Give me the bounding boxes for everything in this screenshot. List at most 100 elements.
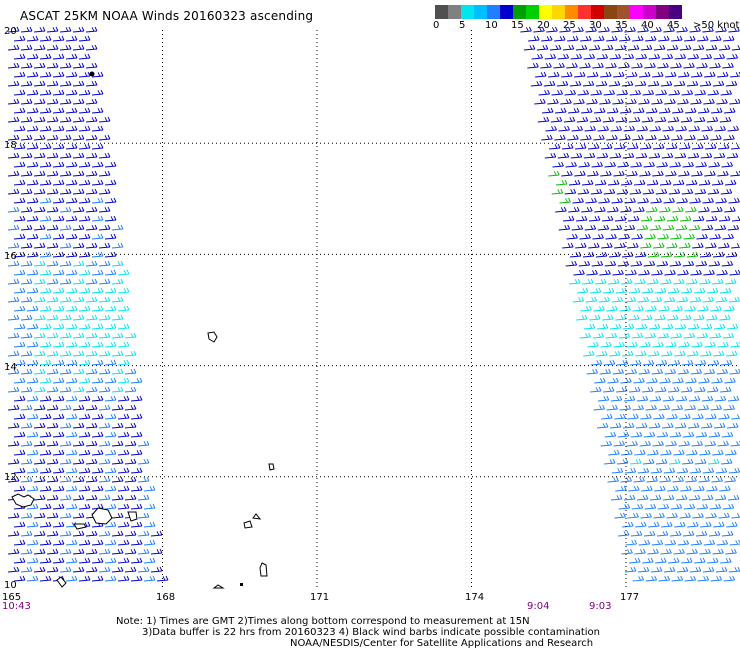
wind-barb <box>641 485 653 492</box>
wind-barb <box>78 395 91 402</box>
wind-barb <box>709 332 722 339</box>
wind-barb <box>65 467 78 474</box>
wind-barb <box>665 71 677 78</box>
wind-barb <box>639 170 651 177</box>
wind-barb <box>52 431 65 438</box>
wind-barb <box>622 53 635 60</box>
wind-barb <box>681 557 693 564</box>
colorbar-segment <box>578 5 591 19</box>
wind-barb <box>596 53 609 60</box>
wind-barb <box>585 296 598 303</box>
colorbar-segment <box>643 5 656 19</box>
wind-barb <box>91 377 104 384</box>
wind-barb <box>59 44 72 51</box>
wind-barb <box>33 458 46 465</box>
wind-barb <box>591 161 603 168</box>
wind-barb <box>13 233 26 240</box>
wind-barb <box>98 314 111 321</box>
lon-label-174: 174 <box>465 592 485 603</box>
wind-barb <box>72 512 85 519</box>
wind-barb <box>707 386 719 393</box>
wind-barb <box>728 296 740 303</box>
wind-barb <box>570 152 583 159</box>
wind-barb <box>554 35 566 42</box>
wind-barb <box>111 530 124 537</box>
wind-barb <box>702 467 715 474</box>
wind-barb <box>33 422 46 429</box>
wind-barb <box>603 386 615 393</box>
wind-barb <box>569 251 582 258</box>
wind-barb <box>708 530 721 537</box>
wind-barb <box>601 413 613 420</box>
wind-barb <box>59 548 72 555</box>
wind-barb <box>720 89 732 96</box>
wind-barb <box>104 485 117 492</box>
wind-barb <box>620 179 633 186</box>
wind-barb <box>669 530 682 537</box>
wind-barb <box>558 125 570 132</box>
wind-barb <box>65 53 78 60</box>
colorbar-segment <box>526 5 539 19</box>
wind-barb <box>91 467 104 474</box>
wind-barb <box>545 125 557 132</box>
wind-barb <box>726 53 739 60</box>
wind-barb <box>694 458 707 465</box>
wind-barb <box>607 179 620 186</box>
wind-barb <box>117 521 130 528</box>
wind-barb <box>59 134 72 141</box>
wind-barb <box>553 62 565 69</box>
wind-barb <box>581 206 593 213</box>
wind-barb <box>652 170 664 177</box>
wind-barb <box>597 224 610 231</box>
colorbar-label: >50 knots <box>693 20 740 31</box>
wind-barb <box>626 341 638 348</box>
wind-barb <box>605 332 618 339</box>
wind-barb <box>46 152 59 159</box>
wind-barb <box>681 188 694 195</box>
wind-barb <box>708 260 721 267</box>
wind-barb <box>707 89 719 96</box>
wind-barb <box>130 521 143 528</box>
wind-barb <box>78 35 91 42</box>
wind-barb <box>65 431 78 438</box>
wind-barb <box>677 539 690 546</box>
wind-barb <box>687 521 699 528</box>
wind-barb <box>572 197 584 204</box>
wind-barb <box>20 458 33 465</box>
colorbar-label: 15 <box>511 20 524 31</box>
wind-barb <box>72 80 85 87</box>
wind-barb <box>671 35 683 42</box>
wind-barb <box>78 431 91 438</box>
wind-barb <box>655 557 667 564</box>
wind-barb <box>661 323 674 330</box>
wind-barb <box>647 251 660 258</box>
wind-barb <box>707 359 720 366</box>
wind-barb <box>589 314 601 321</box>
wind-barb <box>580 35 592 42</box>
wind-barb <box>701 125 713 132</box>
wind-barb <box>728 26 740 33</box>
wind-barb <box>698 206 710 213</box>
wind-barb <box>561 143 574 150</box>
wind-barb <box>59 188 72 195</box>
wind-barb <box>590 89 602 96</box>
wind-barb <box>91 413 104 420</box>
wind-barb <box>13 377 26 384</box>
wind-barb <box>571 125 583 132</box>
colorbar-segment <box>617 5 630 19</box>
wind-barb <box>669 161 681 168</box>
wind-barb <box>716 368 728 375</box>
wind-barb <box>607 206 619 213</box>
wind-barb <box>20 224 33 231</box>
wind-barb <box>98 566 111 573</box>
wind-barb <box>582 278 594 285</box>
wind-barb <box>33 350 46 357</box>
wind-barb <box>85 44 98 51</box>
wind-barb <box>85 386 98 393</box>
wind-barb <box>630 530 643 537</box>
wind-barb <box>685 476 697 483</box>
island-outline <box>56 576 67 588</box>
wind-barb <box>632 575 645 582</box>
wind-barb <box>91 539 104 546</box>
wind-barb <box>639 440 651 447</box>
